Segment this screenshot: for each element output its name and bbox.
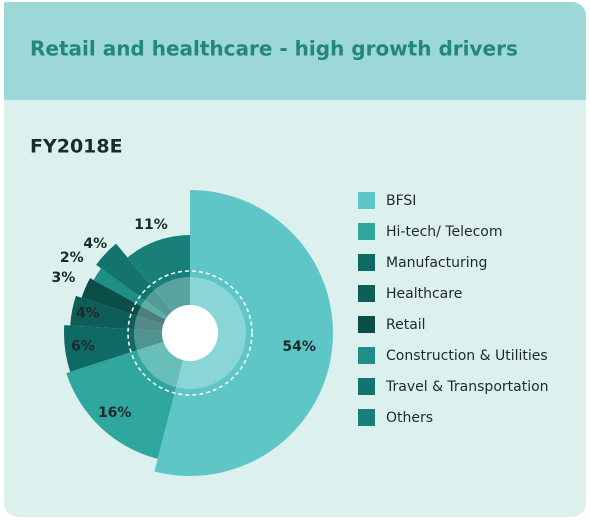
value-label: 6% (71, 339, 95, 355)
header-band (4, 2, 586, 100)
legend-swatch (358, 409, 375, 426)
legend-label: Retail (386, 317, 426, 333)
pie-slice (154, 190, 334, 476)
legend-swatch (358, 378, 375, 395)
value-label: 54% (282, 339, 316, 355)
legend-swatch (358, 347, 375, 364)
pie-slice (64, 325, 190, 372)
legend-swatch (358, 285, 375, 302)
legend-label: Manufacturing (386, 255, 487, 271)
pie-slice (127, 235, 190, 333)
legend-label: Others (386, 410, 433, 426)
legend: BFSI Hi-tech/ Telecom Manufacturing Healthc… (358, 192, 549, 426)
pie (64, 190, 334, 476)
legend-swatch (358, 192, 375, 209)
value-label: 16% (98, 405, 132, 421)
value-label: 3% (51, 270, 75, 286)
value-label: 4% (83, 236, 107, 252)
pie-center (127, 270, 253, 396)
legend-label: BFSI (386, 193, 416, 209)
value-labels: 54%16%6%4%3%2%4%11% (51, 217, 315, 421)
value-label: 2% (60, 250, 84, 266)
legend-label: Construction & Utilities (386, 348, 548, 364)
legend-swatch (358, 223, 375, 240)
legend-swatch (358, 316, 375, 333)
legend-label: Travel & Transportation (385, 379, 549, 395)
legend-label: Hi-tech/ Telecom (386, 224, 503, 240)
value-label: 11% (134, 217, 168, 233)
chart-subtitle: FY2018E (30, 136, 123, 158)
legend-label: Healthcare (386, 286, 462, 302)
chart-title: Retail and healthcare - high growth driv… (30, 37, 518, 61)
dashed-ring (127, 270, 253, 396)
pie-slice (81, 278, 190, 333)
pie-slice (66, 333, 190, 459)
center-hole (162, 305, 218, 361)
legend-swatch (358, 254, 375, 271)
pie-slice (93, 268, 190, 333)
value-label: 4% (76, 306, 100, 322)
pie-slice (96, 243, 190, 333)
